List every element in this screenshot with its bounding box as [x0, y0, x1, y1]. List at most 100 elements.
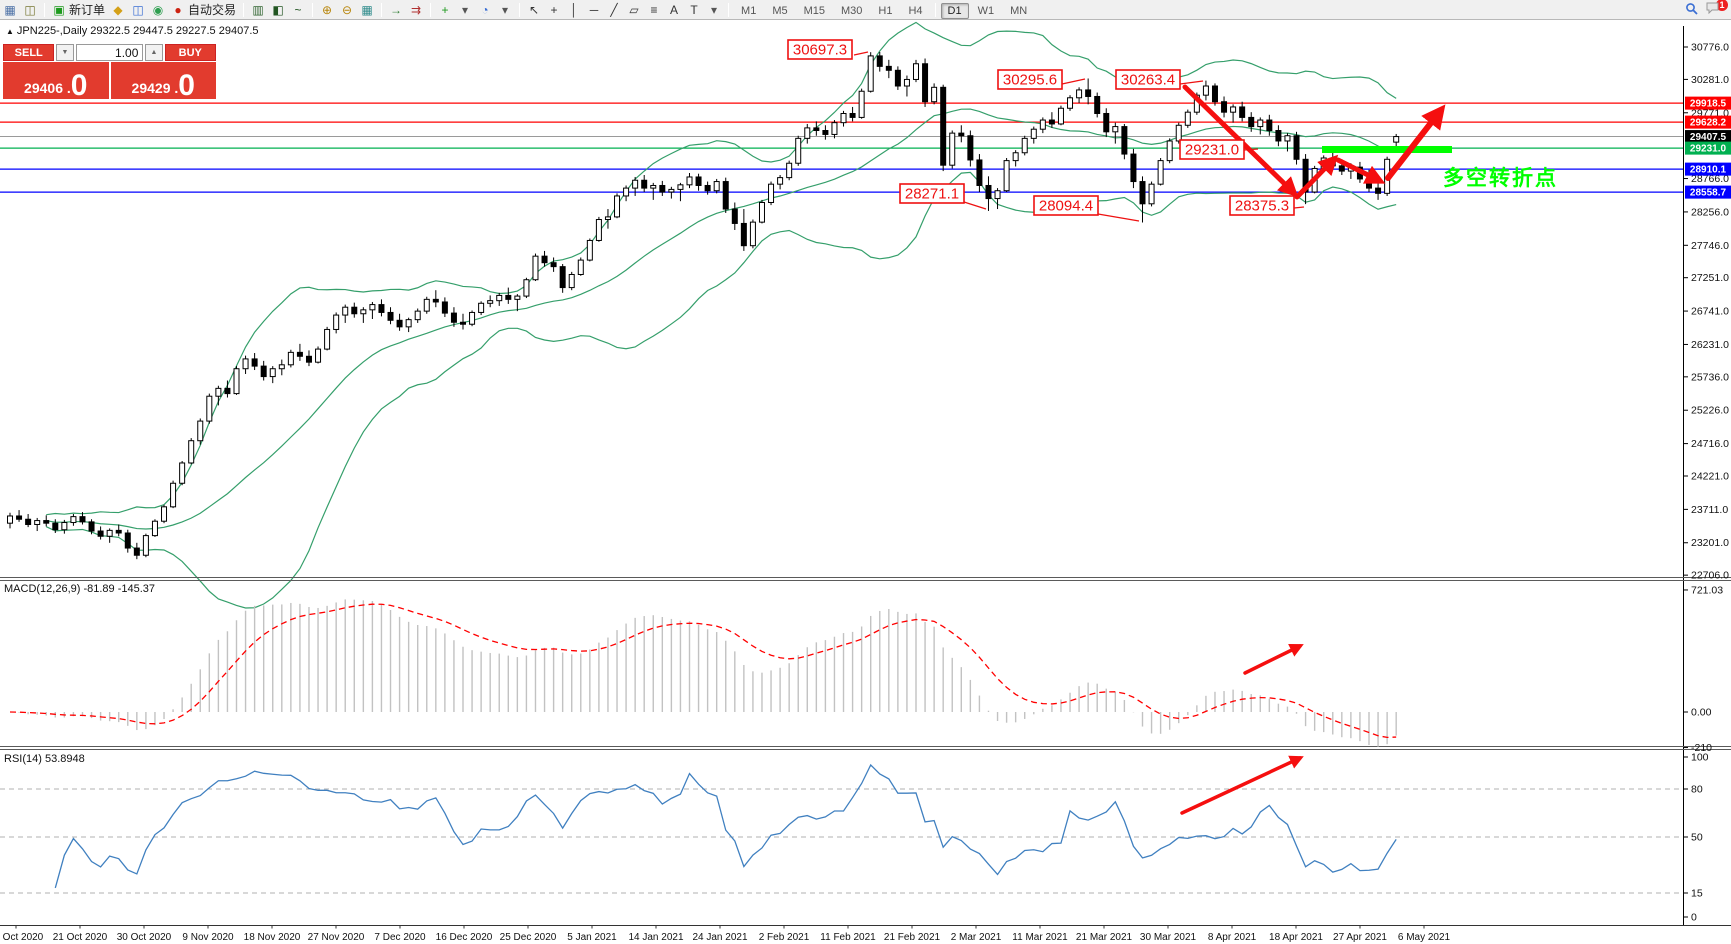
horizontal-line-icon[interactable]: ─ [589, 2, 599, 17]
new-chart-icon[interactable]: ▦ [4, 2, 16, 17]
zoom-out-icon[interactable]: ⊖ [342, 2, 353, 17]
price-callout-box[interactable] [997, 69, 1063, 90]
price-callout-box[interactable] [1179, 139, 1245, 160]
zoom-in-icon[interactable]: ⊕ [322, 2, 333, 17]
indicators-dropdown[interactable]: ▾ [462, 2, 469, 17]
candlestick-chart-icon[interactable]: ◧ [272, 2, 284, 17]
auto-trading-label[interactable]: 自动交易 [188, 3, 237, 17]
web-terminal-icon[interactable]: ◫ [132, 2, 144, 17]
buy-button[interactable]: BUY [164, 44, 216, 61]
toolbar-separator [381, 2, 383, 17]
trend-arrow-5[interactable] [1243, 644, 1304, 675]
volume-increase-button[interactable]: ▲ [145, 44, 163, 61]
price-callout-box[interactable] [1229, 195, 1295, 216]
timeframe-button-m1[interactable]: M1 [741, 4, 757, 17]
date-label: 5 Jan 2021 [567, 932, 617, 943]
price-callout-box[interactable] [1033, 195, 1099, 216]
news-icon[interactable]: ◉ [152, 2, 164, 17]
date-label: 27 Apr 2021 [1333, 932, 1387, 943]
new-order-icon[interactable]: ▣ [53, 2, 65, 17]
date-label: 14 Jan 2021 [628, 932, 683, 943]
bb-lower [45, 171, 1397, 609]
svg-text:30281.0: 30281.0 [1691, 74, 1729, 86]
svg-text:22706.0: 22706.0 [1691, 570, 1729, 582]
date-label: 27 Nov 2020 [308, 932, 365, 943]
main-toolbar: ▦ ◫ ▣ 新订单 ◆ ◫ ◉ ● 自动交易 ▥ ◧ ~ ⊕ ⊖ ▦ → ⇉ + ▾ ◔ ▾ ↖ + │ ─ ╱ ▱ ≡ A T ▾… [0, 0, 1731, 20]
svg-text:28558.7: 28558.7 [1690, 188, 1727, 199]
green-support-bar[interactable] [1322, 146, 1452, 153]
svg-text:30697.3: 30697.3 [793, 42, 847, 59]
svg-text:27746.0: 27746.0 [1691, 240, 1729, 252]
svg-text:30776.0: 30776.0 [1691, 42, 1729, 54]
shapes-dropdown[interactable]: ▾ [711, 2, 718, 17]
timeframe-button-mn[interactable]: MN [1010, 4, 1028, 17]
turning-point-annotation: 多空转折点 [1443, 167, 1558, 190]
trend-arrow-4[interactable] [1385, 104, 1446, 181]
periods-dropdown[interactable]: ▾ [502, 2, 509, 17]
price-callout-box[interactable] [1115, 69, 1181, 90]
date-label: 24 Jan 2021 [692, 932, 747, 943]
new-order-label[interactable]: 新订单 [69, 3, 106, 17]
svg-text:23201.0: 23201.0 [1691, 537, 1729, 549]
text-icon[interactable]: A [670, 2, 679, 17]
indicators-icon[interactable]: + [441, 2, 449, 17]
periods-icon[interactable]: ◔ [481, 2, 489, 17]
search-icon[interactable] [1686, 2, 1704, 18]
cursor-icon[interactable]: ↖ [529, 2, 540, 17]
svg-text:26741.0: 26741.0 [1691, 306, 1729, 318]
line-chart-icon[interactable]: ~ [294, 2, 302, 17]
history-center-icon[interactable]: ◆ [113, 2, 123, 17]
svg-text:29231.0: 29231.0 [1690, 144, 1727, 155]
bar-chart-icon[interactable]: ▥ [252, 2, 264, 17]
auto-scroll-icon[interactable]: → [390, 2, 403, 17]
buy-price[interactable]: 29429 .0 [110, 62, 216, 100]
trend-arrow-3[interactable] [1335, 157, 1386, 184]
sell-price[interactable]: 29406 .0 [3, 62, 109, 100]
vertical-line-icon[interactable]: │ [570, 2, 578, 17]
one-click-trade-panel: SELL ▼ 1.00 ▲ BUY 29406 .0 29429 .0 [3, 44, 216, 100]
date-label: 21 Feb 2021 [884, 932, 941, 943]
timeframe-button-d1[interactable]: D1 [940, 2, 969, 19]
rsi-pane: 100 80 50 15 0 [0, 752, 1709, 924]
toolbar-separator [430, 2, 432, 17]
timeframe-button-m5[interactable]: M5 [772, 4, 788, 17]
trendline-icon[interactable]: ╱ [610, 2, 618, 17]
price-axis: 30776.030281.029771.028766.028256.027746… [0, 26, 1731, 926]
channel-icon[interactable]: ▱ [629, 2, 639, 17]
crosshair-icon[interactable]: + [550, 2, 558, 17]
macd-pane: 721.03 0.00 -210 [9, 584, 1723, 754]
chart-profiles-icon[interactable]: ◫ [24, 2, 36, 17]
timeframe-button-m15[interactable]: M15 [803, 4, 825, 17]
timeframe-button-w1[interactable]: W1 [977, 4, 995, 17]
date-label: 21 Oct 2020 [53, 932, 108, 943]
date-label: 25 Dec 2020 [500, 932, 557, 943]
svg-text:28910.1: 28910.1 [1690, 165, 1727, 176]
svg-text:50: 50 [1691, 832, 1703, 844]
timeframe-button-h4[interactable]: H4 [908, 4, 923, 17]
toolbar-separator [728, 2, 730, 17]
bollinger-bands [45, 21, 1397, 609]
fibonacci-icon[interactable]: ≡ [650, 2, 658, 17]
label-icon[interactable]: T [690, 2, 698, 17]
svg-text:28375.3: 28375.3 [1235, 198, 1289, 215]
date-label: 7 Dec 2020 [374, 932, 426, 943]
svg-text:25226.0: 25226.0 [1691, 405, 1729, 417]
notifications-icon[interactable]: 1 [1706, 0, 1728, 18]
chart-shift-icon[interactable]: ⇉ [411, 2, 422, 17]
date-label: 9 Nov 2020 [182, 932, 234, 943]
price-callout-box[interactable] [899, 183, 965, 204]
volume-input[interactable]: 1.00 [75, 44, 144, 61]
timeframe-button-h1[interactable]: H1 [878, 4, 893, 17]
volume-decrease-button[interactable]: ▼ [56, 44, 74, 61]
auto-trading-icon[interactable]: ● [174, 2, 182, 17]
symbol-collapse-icon[interactable]: ▲ [6, 27, 14, 36]
tile-windows-icon[interactable]: ▦ [361, 2, 373, 17]
svg-text:26231.0: 26231.0 [1691, 339, 1729, 351]
svg-text:29231.0: 29231.0 [1185, 142, 1239, 159]
trend-arrow-2[interactable] [1294, 154, 1339, 200]
symbol-header: ▲ JPN225-,Daily 29322.5 29447.5 29227.5 2… [6, 25, 259, 37]
sell-button[interactable]: SELL [3, 44, 55, 61]
price-callout-box[interactable] [787, 39, 853, 60]
trend-arrow-6[interactable] [1180, 755, 1304, 815]
timeframe-button-m30[interactable]: M30 [841, 4, 863, 17]
